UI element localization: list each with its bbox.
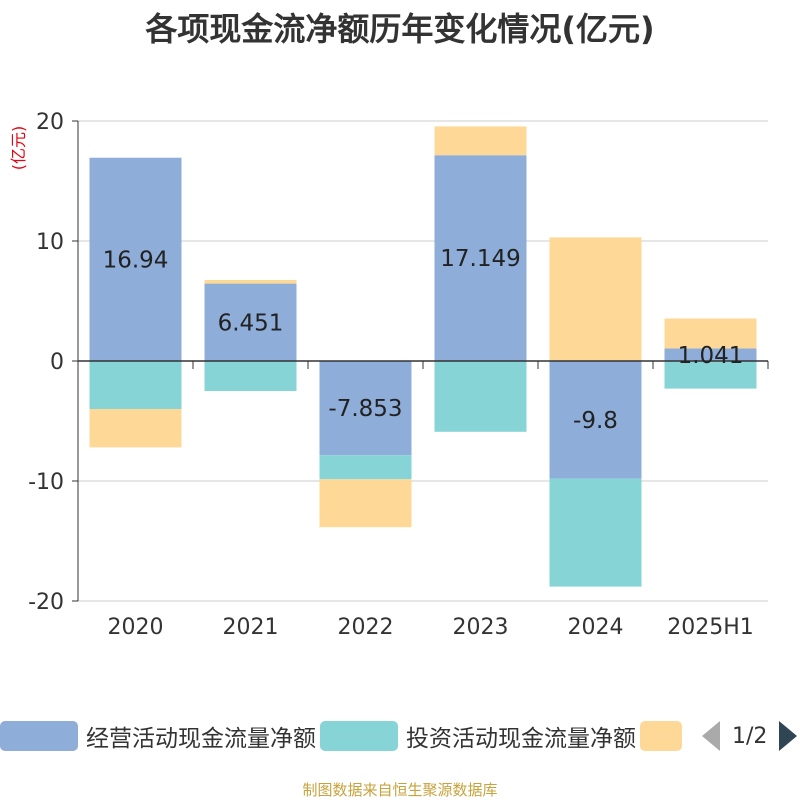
legend-pager: 1/2 (702, 718, 798, 754)
y-tick-label: 20 (36, 110, 64, 135)
legend-page-indicator: 1/2 (732, 723, 768, 749)
x-tick-label: 2022 (338, 615, 394, 640)
bar-series-0-2023 (434, 155, 527, 361)
bar-series-0-2022 (319, 361, 412, 456)
bar-series-2-2024 (549, 237, 642, 361)
legend-swatch-operating (0, 721, 78, 751)
data-label: 6.451 (218, 310, 284, 336)
bar-series-2-2020 (89, 409, 182, 448)
x-tick-label: 2025H1 (667, 615, 754, 640)
bar-series-0-2024 (549, 361, 642, 479)
chart-title: 各项现金流净额历年变化情况(亿元) (145, 10, 655, 48)
bar-series-0-2020 (89, 157, 182, 361)
data-label: -7.853 (328, 396, 402, 422)
data-label: -9.8 (573, 408, 618, 434)
data-label: 17.149 (440, 246, 520, 272)
bar-series-2-2021 (204, 279, 297, 284)
bar-series-2-2022 (319, 479, 412, 528)
data-label: 1.041 (678, 343, 744, 369)
bar-series-1-2021 (204, 361, 297, 391)
y-tick-label: 10 (36, 230, 64, 255)
legend-prev-page-icon[interactable] (702, 721, 720, 751)
legend-item-operating[interactable]: 经营活动现金流量净额 (0, 718, 316, 754)
y-tick-label: 0 (50, 350, 64, 375)
data-label: 16.94 (103, 247, 169, 273)
bar-series-0-2021 (204, 283, 297, 361)
x-tick-label: 2023 (453, 615, 509, 640)
bar-series-1-2023 (434, 361, 527, 432)
bar-series-2-2023 (434, 126, 527, 156)
legend-item-financing[interactable] (640, 718, 682, 754)
legend-label-operating: 经营活动现金流量净额 (86, 726, 316, 752)
data-source-note: 制图数据来自恒生聚源数据库 (302, 781, 498, 799)
bar-series-0-2025H1 (664, 348, 757, 361)
y-tick-label: -10 (28, 470, 64, 495)
bar-series-1-2025H1 (664, 361, 757, 389)
bar-series-1-2022 (319, 455, 412, 480)
x-tick-label: 2021 (223, 615, 279, 640)
legend: 经营活动现金流量净额 投资活动现金流量净额 1/2 (0, 718, 800, 754)
bar-series-2-2025H1 (664, 318, 757, 349)
x-tick-label: 2020 (108, 615, 164, 640)
bar-series-1-2020 (89, 361, 182, 409)
legend-label-investing: 投资活动现金流量净额 (406, 726, 636, 752)
legend-swatch-investing (320, 721, 398, 751)
legend-next-page-icon[interactable] (779, 721, 798, 751)
bar-series-1-2024 (549, 478, 642, 587)
x-tick-label: 2024 (568, 615, 624, 640)
legend-swatch-financing (640, 721, 682, 751)
legend-item-investing[interactable]: 投资活动现金流量净额 (320, 718, 636, 754)
y-tick-label: -20 (28, 590, 64, 615)
